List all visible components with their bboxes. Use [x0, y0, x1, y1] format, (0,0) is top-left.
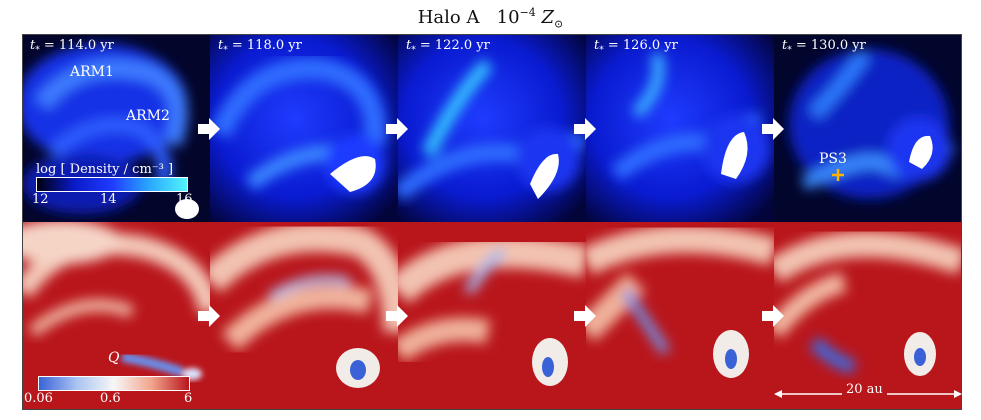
- q-panel-2: [210, 222, 398, 410]
- arm1-label: ARM1: [70, 64, 114, 80]
- ps3-label: PS3: [819, 151, 847, 167]
- q-panel-4: [586, 222, 774, 410]
- density-colorbar-label: log [ Density / cm⁻³ ]: [36, 162, 174, 177]
- density-panel-4: t* = 126.0 yr: [586, 34, 774, 222]
- density-panel-1: t* = 114.0 yr ARM1 ARM2 log [ Density / …: [22, 34, 210, 222]
- arm2-label: ARM2: [126, 108, 170, 124]
- scale-bar-label: 20 au: [842, 382, 887, 397]
- figure-title: Halo A 10−4 Z⊙: [0, 6, 981, 31]
- q-panel-5: 20 au: [774, 222, 962, 410]
- q-colorbar: 0.06 0.6 6: [24, 376, 193, 407]
- time-label-5: t* = 130.0 yr: [782, 38, 866, 56]
- time-label-2: t* = 118.0 yr: [218, 38, 302, 56]
- right-arrow-icon: [198, 305, 220, 331]
- right-arrow-icon: [762, 118, 784, 144]
- density-tick-14: 14: [100, 192, 117, 207]
- plus-marker-icon: [832, 169, 844, 181]
- q-panel-1: Q 0.06 0.6 6: [22, 222, 210, 410]
- metallicity-sun: ⊙: [554, 17, 564, 31]
- density-colorbar: log [ Density / cm⁻³ ] 12 14 16: [32, 162, 193, 208]
- right-arrow-icon: [762, 305, 784, 331]
- q-tick-low: 0.06: [24, 391, 53, 406]
- density-panel-5: t* = 130.0 yr PS3: [774, 34, 962, 222]
- density-panel-3: t* = 122.0 yr: [398, 34, 586, 222]
- metallicity-exponent: −4: [519, 6, 536, 19]
- density-panel-2: t* = 118.0 yr: [210, 34, 398, 222]
- q-panel-3: [398, 222, 586, 410]
- time-label-3: t* = 122.0 yr: [406, 38, 490, 56]
- time-label-1: t* = 114.0 yr: [30, 38, 114, 56]
- q-label: Q: [108, 350, 120, 366]
- right-arrow-icon: [386, 118, 408, 144]
- halo-name: Halo A: [417, 7, 480, 28]
- time-label-4: t* = 126.0 yr: [594, 38, 678, 56]
- q-tick-mid: 0.6: [100, 391, 121, 406]
- q-tick-high: 6: [184, 391, 193, 406]
- metallicity-base: 10: [496, 7, 520, 28]
- metallicity-symbol: Z: [541, 7, 555, 28]
- density-tick-16: 16: [176, 192, 193, 207]
- right-arrow-icon: [574, 118, 596, 144]
- right-arrow-icon: [198, 118, 220, 144]
- right-arrow-icon: [574, 305, 596, 331]
- q-colorbar-gradient: [38, 376, 190, 391]
- density-tick-12: 12: [32, 192, 49, 207]
- right-arrow-icon: [386, 305, 408, 331]
- density-colorbar-gradient: [36, 177, 188, 192]
